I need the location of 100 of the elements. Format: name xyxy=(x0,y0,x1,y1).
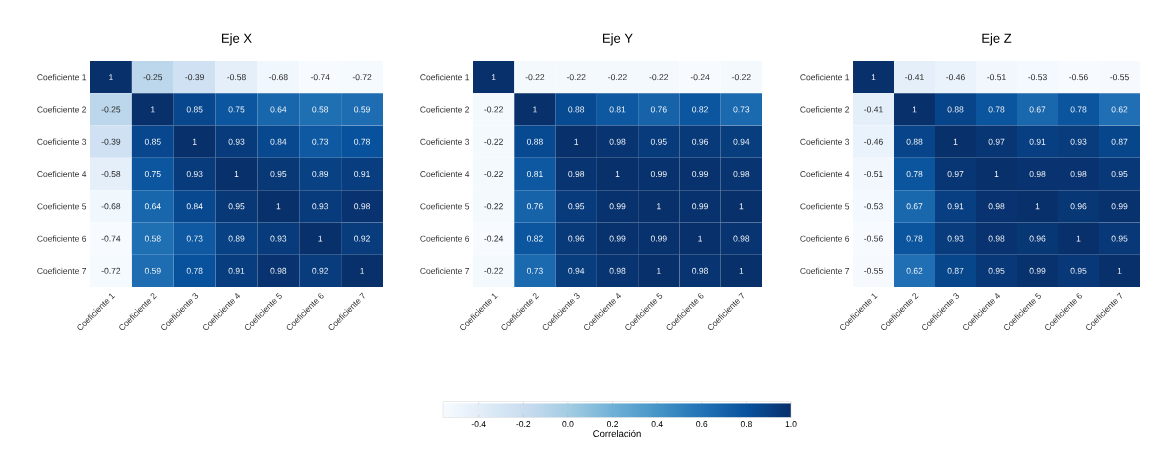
data-label: -0.22 xyxy=(484,267,503,274)
data-label: 0.73 xyxy=(312,138,329,145)
data-label: 0.85 xyxy=(186,106,203,113)
data-label: 0.91 xyxy=(354,170,370,177)
data-label: 0.95 xyxy=(1111,170,1128,177)
data-label: 0.81 xyxy=(609,106,626,113)
data-label: 1 xyxy=(953,138,958,145)
data-label: 0.94 xyxy=(568,267,585,274)
data-label: 0.73 xyxy=(186,235,203,242)
y-tick-label: Coeficiente 5 xyxy=(800,203,850,210)
data-label: 0.64 xyxy=(270,106,287,113)
data-label: 1 xyxy=(192,138,197,145)
data-label: -0.74 xyxy=(101,235,121,242)
data-label: 0.85 xyxy=(144,138,161,145)
y-tick-label: Coeficiente 2 xyxy=(420,106,470,113)
data-label: 1 xyxy=(615,171,620,177)
data-label: -0.41 xyxy=(905,74,924,81)
data-label: -0.58 xyxy=(227,74,246,81)
data-label: 0.76 xyxy=(650,106,667,113)
data-label: 0.58 xyxy=(144,235,161,242)
data-label: -0.68 xyxy=(269,74,288,81)
data-label: 0.98 xyxy=(270,267,287,274)
data-label: 1 xyxy=(739,267,744,274)
data-label: 1 xyxy=(657,267,661,274)
data-label: 0.98 xyxy=(733,170,750,177)
data-label: 1 xyxy=(1076,235,1081,242)
data-label: 1 xyxy=(698,235,703,242)
data-label: 0.73 xyxy=(733,106,750,113)
data-label: 0.87 xyxy=(947,267,964,274)
data-label: 0.78 xyxy=(906,170,923,177)
data-label: 0.96 xyxy=(568,235,585,242)
data-label: 0.96 xyxy=(692,138,708,145)
data-label: -0.51 xyxy=(864,170,883,177)
y-tick-label: Coeficiente 1 xyxy=(420,74,470,81)
color-bar-label: 0.8 xyxy=(740,421,752,428)
data-label: 0.98 xyxy=(609,267,626,274)
data-label: -0.72 xyxy=(101,267,121,274)
data-label: 0.95 xyxy=(988,267,1005,274)
y-tick-label: Coeficiente 2 xyxy=(800,106,850,113)
data-label: 0.98 xyxy=(1029,170,1046,177)
data-label: 0.95 xyxy=(1070,267,1087,274)
data-label: 0.96 xyxy=(1070,203,1087,210)
data-label: 0.64 xyxy=(144,203,161,210)
y-tick-label: Coeficiente 1 xyxy=(800,74,850,81)
data-label: 1 xyxy=(234,171,239,177)
data-label: 0.78 xyxy=(186,267,203,274)
data-label: 0.98 xyxy=(988,203,1005,210)
color-bar-label: -0.2 xyxy=(516,421,531,428)
data-label: -0.39 xyxy=(185,74,204,81)
y-tick-label: Coeficiente 6 xyxy=(420,235,470,242)
data-label: 0.88 xyxy=(906,138,923,145)
y-tick-label: Coeficiente 1 xyxy=(37,74,87,81)
data-label: -0.41 xyxy=(864,106,883,113)
data-label: -0.72 xyxy=(352,74,372,81)
data-label: 0.62 xyxy=(1111,106,1128,113)
data-label: -0.46 xyxy=(864,138,883,145)
data-label: -0.24 xyxy=(690,74,710,81)
data-label: 1 xyxy=(360,267,365,274)
data-label: 0.82 xyxy=(692,106,708,113)
data-label: 0.75 xyxy=(228,106,245,113)
data-label: 0.67 xyxy=(1029,106,1046,113)
data-label: 1 xyxy=(574,138,579,145)
data-label: 0.82 xyxy=(526,235,543,242)
data-label: 0.87 xyxy=(1111,138,1128,145)
data-label: 0.99 xyxy=(1029,267,1046,274)
data-label: 0.89 xyxy=(312,170,329,177)
data-label: 0.95 xyxy=(270,170,287,177)
y-tick-label: Coeficiente 7 xyxy=(37,267,87,274)
data-label: 0.92 xyxy=(312,267,329,274)
data-label: -0.22 xyxy=(649,74,669,81)
data-label: 0.84 xyxy=(270,138,287,145)
data-label: 0.99 xyxy=(609,235,626,242)
data-label: 0.99 xyxy=(692,203,708,210)
y-tick-label: Coeficiente 3 xyxy=(420,138,470,145)
data-label: 1 xyxy=(109,74,113,81)
y-tick-label: Coeficiente 2 xyxy=(37,106,87,113)
data-label: 0.99 xyxy=(650,235,667,242)
data-label: 0.98 xyxy=(1070,170,1087,177)
data-label: 0.98 xyxy=(568,170,585,177)
data-label: -0.51 xyxy=(987,74,1006,81)
data-label: 0.93 xyxy=(312,203,329,210)
data-label: 1 xyxy=(1117,267,1122,274)
data-label: 1 xyxy=(318,235,323,242)
data-label: 1 xyxy=(739,203,744,210)
data-label: 0.97 xyxy=(988,138,1005,145)
data-label: 0.95 xyxy=(228,203,245,210)
data-label: 0.93 xyxy=(186,170,203,177)
y-tick-label: Coeficiente 6 xyxy=(800,235,850,242)
data-label: -0.68 xyxy=(101,203,121,210)
chart-title: Eje Z xyxy=(982,33,1012,46)
data-label: 0.75 xyxy=(144,170,161,177)
data-label: -0.46 xyxy=(946,74,965,81)
data-label: 0.91 xyxy=(1029,138,1046,145)
data-label: 1 xyxy=(912,106,917,113)
data-label: -0.56 xyxy=(864,235,883,242)
y-tick-label: Coeficiente 3 xyxy=(800,138,850,145)
data-label: 0.94 xyxy=(733,138,750,145)
data-label: 0.58 xyxy=(312,106,329,113)
y-tick-label: Coeficiente 5 xyxy=(37,203,87,210)
data-label: 1 xyxy=(994,171,999,177)
